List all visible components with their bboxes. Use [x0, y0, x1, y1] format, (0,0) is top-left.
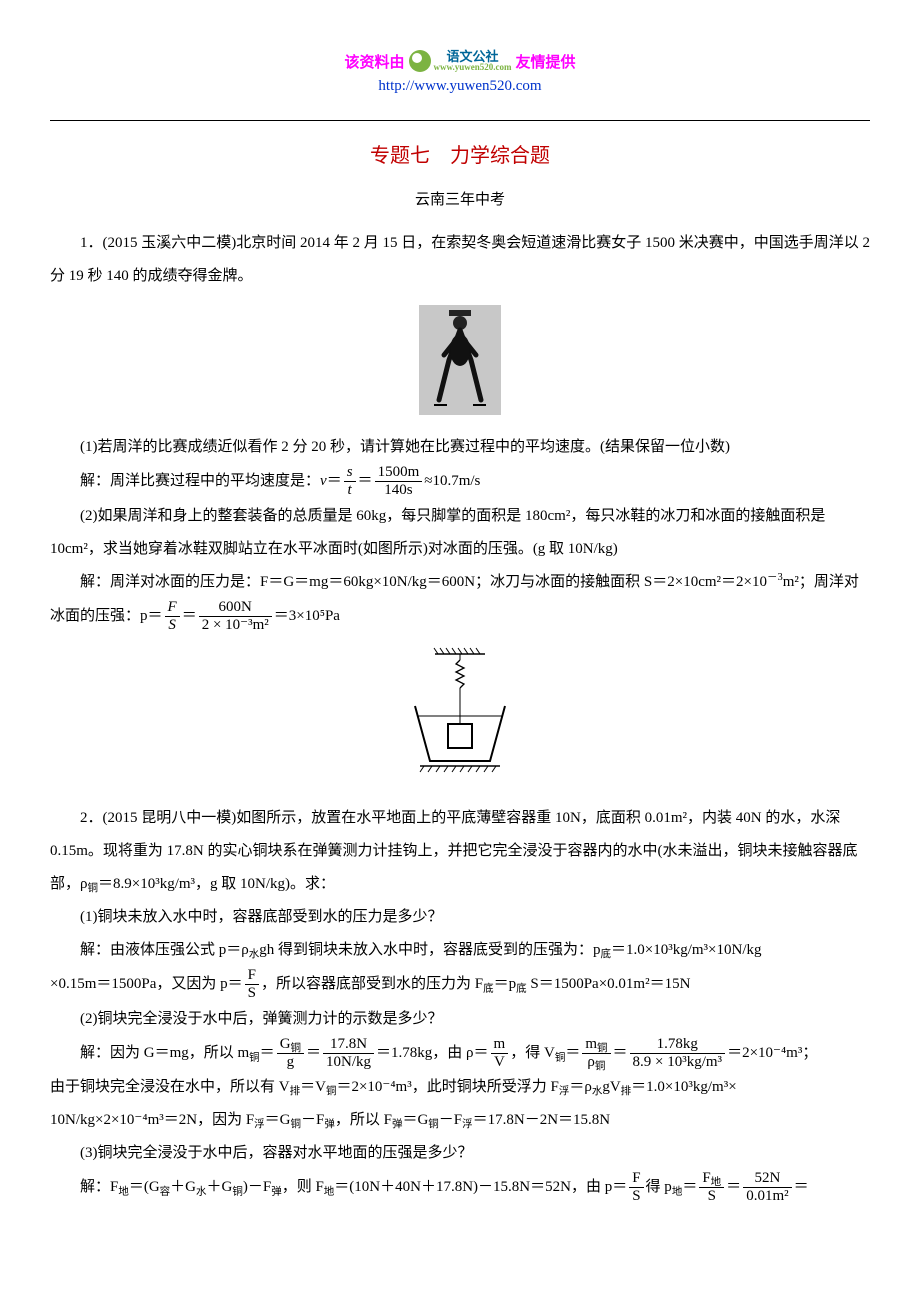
q1-part1-answer: 解：周洋比赛过程中的平均速度是：v＝st＝1500m140s≈10.7m/s	[50, 464, 870, 500]
q2-p2-answer-line2: 由于铜块完全浸没在水中，所以有 V排＝V铜＝2×10⁻⁴m³，此时铜块所受浮力 …	[50, 1071, 870, 1104]
fraction: 52N0.01m²	[743, 1170, 791, 1206]
q1-part2-answer: 解：周洋对冰面的压力是：F＝G＝mg＝60kg×10N/kg＝600N；冰刀与冰…	[50, 566, 870, 635]
q2-p2-answer-line3: 10N/kg×2×10⁻⁴m³＝2N，因为 F浮＝G铜－F弹，所以 F弹＝G铜－…	[50, 1104, 870, 1137]
document-title: 专题七 力学综合题	[50, 139, 870, 168]
fraction: 600N2 × 10⁻³m²	[199, 599, 272, 635]
fraction: 17.8N10N/kg	[323, 1036, 374, 1072]
fraction: mV	[491, 1036, 509, 1072]
fraction: FS	[165, 599, 180, 635]
fraction: FS	[245, 967, 259, 1003]
q2-p3-answer: 解：F地＝(G容＋G水＋G铜)－F弹，则 F地＝(10N＋40N＋17.8N)－…	[50, 1170, 870, 1206]
header-prefix: 该资料由	[344, 51, 404, 72]
q1-figure	[50, 305, 870, 415]
q1-part1-question: (1)若周洋的比赛成绩近似看作 2 分 20 秒，请计算她在比赛过程中的平均速度…	[50, 431, 870, 464]
container-diagram	[390, 646, 530, 786]
q2-p1-answer-line2: ×0.15m＝1500Pa，又因为 p＝FS，所以容器底部受到水的压力为 F底＝…	[50, 967, 870, 1003]
fraction: m铜ρ铜	[582, 1036, 610, 1072]
logo-text: 语文公社 www.yuwen520.com	[434, 50, 512, 72]
document-body: 1．(2015 玉溪六中二模)北京时间 2014 年 2 月 15 日，在索契冬…	[50, 227, 870, 1206]
q2-p1-question: (1)铜块未放入水中时，容器底部受到水的压力是多少？	[50, 901, 870, 934]
document-page: 该资料由 语文公社 www.yuwen520.com 友情提供 http://w…	[0, 0, 920, 1236]
q2-p2-answer-line1: 解：因为 G＝mg，所以 m铜＝G铜g＝17.8N10N/kg＝1.78kg，由…	[50, 1036, 870, 1072]
q1-part2-question: (2)如果周洋和身上的整套装备的总质量是 60kg，每只脚掌的面积是 180cm…	[50, 500, 870, 566]
q2-p2-question: (2)铜块完全浸没于水中后，弹簧测力计的示数是多少？	[50, 1003, 870, 1036]
q2-p1-answer-line1: 解：由液体压强公式 p＝ρ水gh 得到铜块未放入水中时，容器底受到的压强为：p底…	[50, 934, 870, 967]
document-subtitle: 云南三年中考	[50, 188, 870, 209]
logo-url-small: www.yuwen520.com	[434, 63, 512, 72]
q2-figure	[50, 646, 870, 786]
q2-p3-question: (3)铜块完全浸没于水中后，容器对水平地面的压强是多少？	[50, 1137, 870, 1170]
logo-swirl-icon	[409, 50, 431, 72]
site-logo: 语文公社 www.yuwen520.com	[409, 50, 512, 72]
header-attribution: 该资料由 语文公社 www.yuwen520.com 友情提供	[50, 50, 870, 72]
fraction: F地S	[699, 1170, 724, 1206]
header-url: http://www.yuwen520.com	[50, 78, 870, 95]
divider	[50, 120, 870, 121]
fraction: FS	[629, 1170, 643, 1206]
q2-stem: 2．(2015 昆明八中一模)如图所示，放置在水平地面上的平底薄壁容器重 10N…	[50, 802, 870, 901]
fraction: 1500m140s	[375, 464, 423, 500]
q1p1-suffix: ≈10.7m/s	[424, 473, 480, 489]
skater-image	[419, 305, 501, 415]
fraction: st	[344, 464, 356, 500]
q1p1-prefix: 解：周洋比赛过程中的平均速度是：	[80, 473, 320, 489]
header-suffix: 友情提供	[516, 51, 576, 72]
q1-stem: 1．(2015 玉溪六中二模)北京时间 2014 年 2 月 15 日，在索契冬…	[50, 227, 870, 293]
fraction: G铜g	[277, 1036, 304, 1072]
page-header: 该资料由 语文公社 www.yuwen520.com 友情提供 http://w…	[50, 50, 870, 95]
fraction: 1.78kg8.9 × 10³kg/m³	[630, 1036, 726, 1072]
